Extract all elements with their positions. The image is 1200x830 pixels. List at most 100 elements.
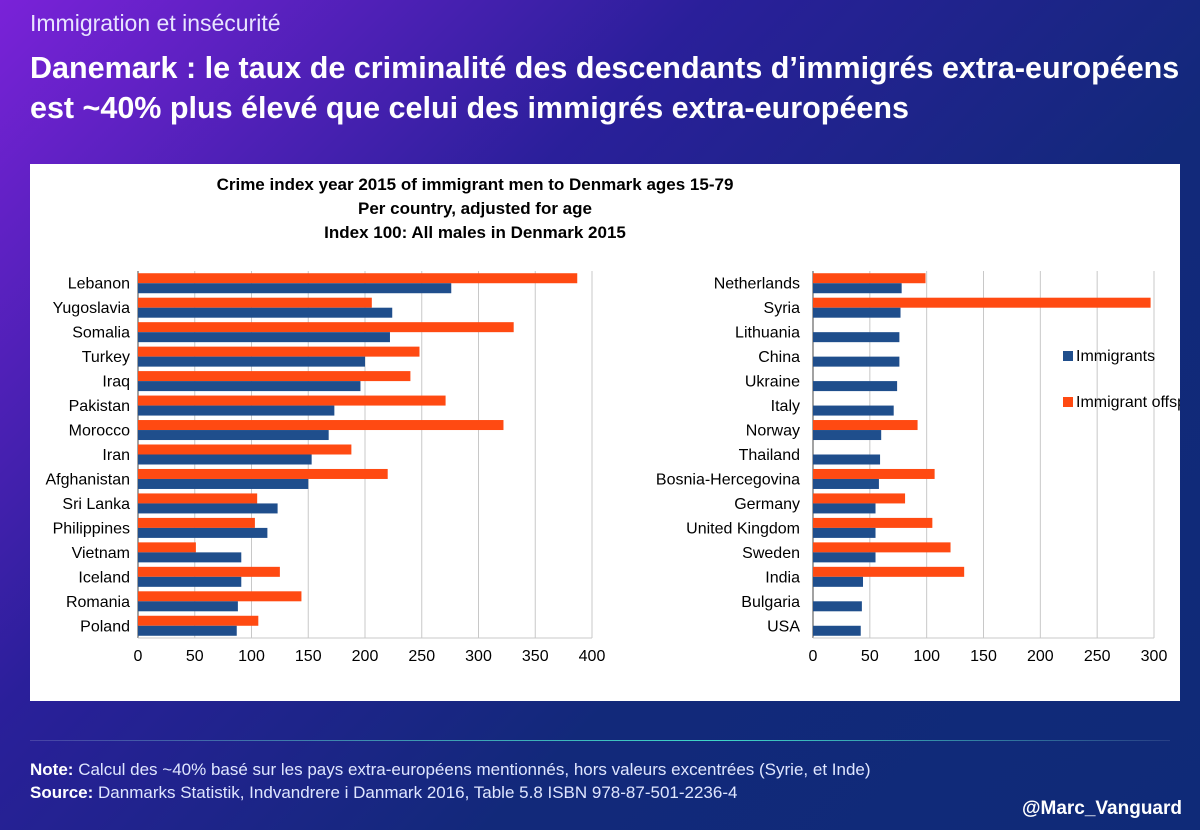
x-tick-label: 250 [408,648,435,665]
bar-offspring [138,493,258,504]
x-tick-label: 300 [465,648,492,665]
bar-immigrants [813,478,879,489]
category-label: Germany [734,496,800,513]
category-label: Thailand [739,447,800,464]
bar-offspring [813,566,965,577]
bar-immigrants [813,283,902,294]
footer-source: Source: Danmarks Statistik, Indvandrere … [30,783,737,803]
bar-immigrants [138,625,237,636]
bar-immigrants [813,601,862,612]
bar-immigrants [813,454,881,465]
author-handle: @Marc_Vanguard [1021,798,1182,819]
bar-offspring [138,297,372,308]
bar-immigrants [138,283,452,294]
bar-offspring [813,297,1151,308]
source-text: Danmarks Statistik, Indvandrere i Danmar… [98,783,738,802]
footer-note: Note: Calcul des ~40% basé sur les pays … [30,760,871,780]
chart-title-line-2: Per country, adjusted for age [358,199,592,218]
bar-immigrants [813,552,876,563]
category-label: China [758,349,800,366]
source-label: Source: [30,783,94,802]
legend-label-immigrants: Immigrants [1076,348,1155,365]
bar-immigrants [813,381,898,392]
bar-offspring [813,517,933,528]
bar-offspring [138,420,504,431]
category-label: Somalia [72,325,130,342]
bar-immigrants [138,405,335,416]
x-tick-label: 150 [295,648,322,665]
category-label: Philippines [53,520,130,537]
bar-offspring [138,273,578,284]
x-tick-label: 50 [186,648,204,665]
bar-immigrants [138,552,242,563]
bar-immigrants [138,478,309,489]
bar-immigrants [138,356,365,367]
bar-immigrants [138,503,278,514]
bar-immigrants [813,576,864,587]
category-label: Ukraine [745,374,800,391]
x-tick-label: 200 [352,648,379,665]
bar-immigrants [138,381,361,392]
note-text: Calcul des ~40% basé sur les pays extra-… [78,760,871,779]
x-tick-label: 350 [522,648,549,665]
bar-offspring [813,493,906,504]
bar-offspring [813,273,926,284]
category-label: Turkey [82,349,130,366]
category-label: Syria [764,300,801,317]
legend-label-offspring: Immigrant offspring [1076,394,1180,411]
category-label: Sweden [742,545,800,562]
x-tick-label: 100 [913,648,940,665]
category-label: Pakistan [69,398,130,415]
category-label: India [765,569,800,586]
category-label: Sri Lanka [62,496,130,513]
bar-immigrants [138,332,390,343]
bar-immigrants [138,430,329,441]
x-tick-label: 300 [1141,648,1168,665]
x-tick-label: 150 [970,648,997,665]
category-label: Poland [80,618,130,635]
chart-title-line-3: Index 100: All males in Denmark 2015 [324,223,626,242]
left-plot: 0 50 100 150 200 250 300 350 400 Lebanon Yugoslavi… [45,271,605,665]
note-label: Note: [30,760,74,779]
page-title: Danemark : le taux de criminalité des de… [30,51,1180,125]
bar-offspring [138,517,255,528]
bar-immigrants [813,503,876,514]
bar-immigrants [813,405,894,416]
bar-immigrants [813,430,882,441]
bar-offspring [138,591,302,602]
bar-offspring [138,615,259,626]
x-tick-label: 50 [861,648,879,665]
chart-panel: Crime index year 2015 of immigrant men t… [30,164,1180,701]
bar-offspring [138,346,420,357]
category-label: Yugoslavia [53,300,130,317]
bar-immigrants [813,527,876,538]
bar-immigrants [138,527,268,538]
right-plot: 0 50 100 150 200 250 300 Netherlands Syria Lithua… [656,271,1168,665]
x-tick-label: 100 [238,648,265,665]
category-label: Morocco [69,423,130,440]
bar-offspring [138,371,411,382]
x-tick-label: 0 [134,648,143,665]
bar-offspring [813,542,951,553]
legend: Immigrants Immigrant offspring [1063,348,1180,411]
bar-offspring [138,444,352,455]
x-tick-label: 250 [1084,648,1111,665]
bar-immigrants [813,307,901,318]
category-label: Netherlands [714,276,800,293]
bar-offspring [813,420,918,431]
category-label: Bosnia-Hercegovina [656,471,800,488]
category-label: Iran [102,447,130,464]
category-label: Lithuania [735,325,800,342]
legend-swatch-immigrants [1063,351,1073,361]
category-label: United Kingdom [686,520,800,537]
bar-offspring [138,566,280,577]
chart: Crime index year 2015 of immigrant men t… [45,175,1180,665]
bar-immigrants [813,625,861,636]
category-label: Vietnam [72,545,130,562]
bar-offspring [813,468,935,479]
category-label: Bulgaria [741,594,800,611]
bar-offspring [138,395,446,406]
bar-immigrants [813,332,900,343]
x-tick-label: 400 [579,648,606,665]
category-label: Italy [771,398,800,415]
